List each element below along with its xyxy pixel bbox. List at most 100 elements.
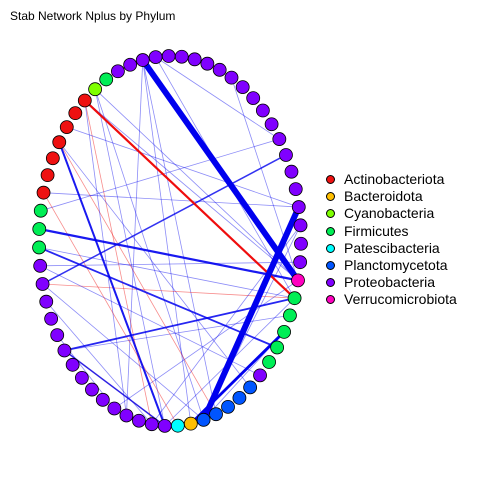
network-node [209, 407, 223, 422]
network-edge [155, 56, 280, 140]
network-node [77, 93, 92, 108]
network-edge [58, 141, 166, 427]
network-node [57, 343, 72, 358]
legend-label: Firmicutes [344, 222, 409, 239]
network-edge [43, 192, 179, 426]
network-node [144, 417, 159, 432]
network-node [135, 53, 150, 67]
network-node [243, 380, 258, 395]
network-node [287, 291, 302, 306]
legend-swatch [326, 209, 335, 219]
network-edge [63, 349, 166, 427]
network-node [111, 64, 125, 79]
network-node [33, 258, 48, 273]
legend-item: Verrucomicrobiota [326, 291, 457, 308]
network-node [99, 72, 114, 87]
network-node [200, 56, 215, 71]
network-edge [84, 100, 153, 425]
network-node [174, 49, 189, 64]
legend-label: Actinobacteriota [344, 171, 445, 188]
phylum-legend: Actinobacteriota Bacteroidota Cyanobacteri… [326, 171, 457, 309]
network-edge [42, 154, 287, 285]
network-edge [39, 227, 299, 282]
legend-swatch [326, 278, 335, 288]
network-node [196, 412, 211, 427]
network-edge [114, 280, 299, 409]
network-node [232, 390, 247, 405]
network-edge [42, 283, 295, 299]
network-node [32, 240, 46, 255]
legend-swatch [326, 226, 335, 236]
network-node [255, 103, 270, 118]
network-edge [43, 192, 299, 208]
legend-label: Cyanobacteria [344, 205, 435, 222]
legend-label: Bacteroidota [344, 188, 423, 205]
network-node [44, 311, 59, 326]
network-edge [142, 59, 192, 424]
network-edge [64, 315, 291, 351]
legend-label: Planctomycetota [344, 257, 448, 274]
network-node [148, 50, 163, 65]
network-node [270, 340, 285, 355]
legend-label: Verrucomicrobiota [344, 291, 457, 308]
plot-title: Stab Network Nplus by Phylum [10, 9, 176, 23]
legend-item: Actinobacteriota [326, 171, 457, 188]
network-node [170, 418, 185, 433]
network-edges [38, 56, 302, 427]
network-node [277, 324, 291, 339]
legend-item: Bacteroidota [326, 188, 457, 205]
network-node [253, 368, 267, 383]
legend-label: Proteobacteria [344, 274, 436, 291]
network-node [132, 413, 146, 428]
network-node [88, 82, 103, 97]
network-node [36, 185, 51, 200]
network-edge [84, 99, 296, 299]
network-node [291, 273, 305, 288]
legend-item: Planctomycetota [326, 257, 457, 274]
network-nodes [32, 49, 308, 433]
network-edge [231, 77, 299, 281]
network-edge [142, 59, 217, 415]
network-node [224, 70, 239, 85]
network-node [85, 382, 99, 397]
network-edge [126, 60, 144, 416]
network-node [35, 277, 50, 291]
network-node [293, 255, 308, 270]
network-node [119, 408, 134, 423]
network-node [291, 200, 306, 214]
network-node [50, 328, 65, 342]
legend-item: Firmicutes [326, 223, 457, 240]
network-node [264, 117, 279, 132]
network-node [68, 106, 83, 121]
network-node [45, 151, 60, 166]
network-node [221, 399, 235, 414]
network-node [272, 132, 287, 146]
network-node [33, 203, 48, 218]
network-node [183, 416, 198, 431]
network-node [288, 182, 303, 197]
network-node [187, 52, 202, 67]
network-node [262, 355, 276, 369]
network-node [40, 168, 55, 183]
network-node [279, 148, 293, 162]
network-node [157, 418, 172, 433]
network-node [52, 135, 67, 150]
network-edge [40, 265, 261, 376]
network-node [107, 401, 122, 416]
network-edge [94, 89, 204, 420]
network-node [161, 49, 176, 63]
network-edge [189, 330, 286, 425]
network-edge [94, 89, 166, 426]
network-node [123, 57, 138, 72]
network-node [284, 164, 299, 179]
network-edge [38, 246, 278, 349]
network-edge [84, 100, 299, 281]
network-node [283, 308, 297, 323]
network-edge [58, 141, 251, 388]
network-edge [84, 100, 127, 416]
network-node [65, 357, 80, 372]
network-node [235, 80, 250, 95]
legend-swatch [326, 175, 335, 185]
network-node [32, 222, 47, 236]
